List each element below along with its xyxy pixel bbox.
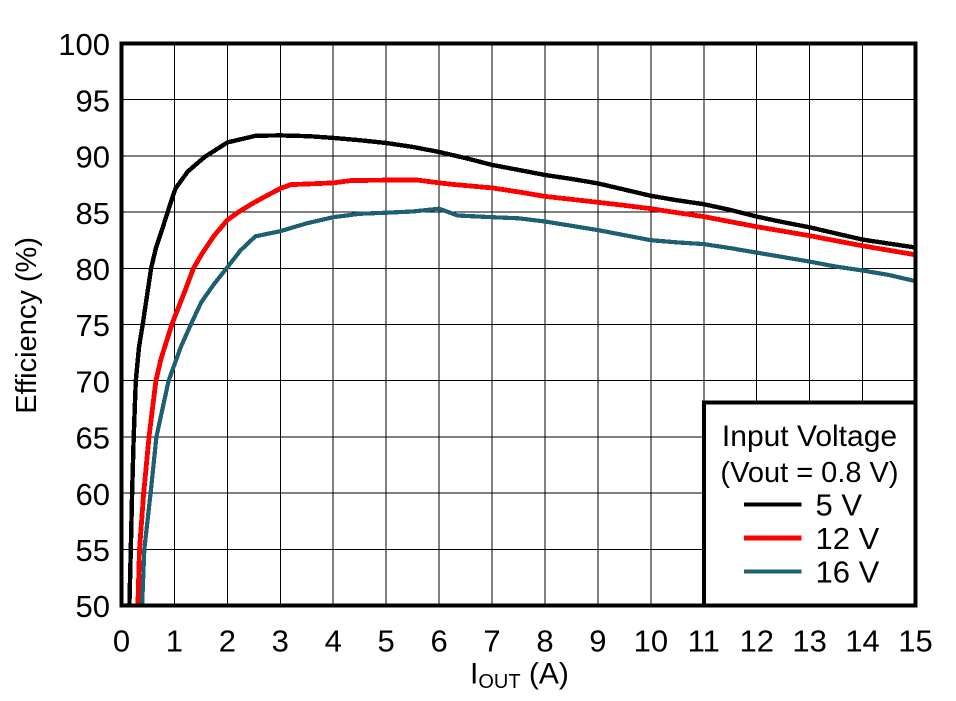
svg-text:9: 9 xyxy=(589,624,606,659)
svg-text:(Vout = 0.8 V): (Vout = 0.8 V) xyxy=(720,457,898,489)
svg-text:16 V: 16 V xyxy=(816,554,880,589)
svg-text:8: 8 xyxy=(536,624,553,659)
svg-text:90: 90 xyxy=(76,140,110,175)
svg-text:13: 13 xyxy=(792,624,826,659)
svg-text:85: 85 xyxy=(76,196,110,231)
svg-text:15: 15 xyxy=(898,624,932,659)
svg-text:55: 55 xyxy=(76,533,110,568)
svg-text:95: 95 xyxy=(76,83,110,118)
svg-text:3: 3 xyxy=(272,624,289,659)
svg-text:10: 10 xyxy=(634,624,668,659)
svg-text:100: 100 xyxy=(58,27,110,62)
svg-text:1: 1 xyxy=(166,624,183,659)
svg-text:14: 14 xyxy=(845,624,879,659)
svg-text:11: 11 xyxy=(688,624,720,659)
svg-text:70: 70 xyxy=(76,364,110,399)
svg-text:65: 65 xyxy=(76,421,110,456)
svg-text:5: 5 xyxy=(378,624,395,659)
svg-text:60: 60 xyxy=(76,477,110,512)
svg-text:5 V: 5 V xyxy=(816,487,863,522)
svg-text:50: 50 xyxy=(76,589,110,624)
svg-text:7: 7 xyxy=(483,624,500,659)
svg-text:12 V: 12 V xyxy=(816,521,880,556)
svg-text:0: 0 xyxy=(113,624,130,659)
svg-text:Efficiency (%): Efficiency (%) xyxy=(11,237,43,414)
svg-text:4: 4 xyxy=(325,624,342,659)
svg-text:2: 2 xyxy=(219,624,236,659)
svg-text:12: 12 xyxy=(739,624,773,659)
svg-text:Input Voltage: Input Voltage xyxy=(722,420,897,453)
svg-text:6: 6 xyxy=(430,624,447,659)
svg-text:80: 80 xyxy=(76,252,110,287)
svg-text:75: 75 xyxy=(76,308,110,343)
